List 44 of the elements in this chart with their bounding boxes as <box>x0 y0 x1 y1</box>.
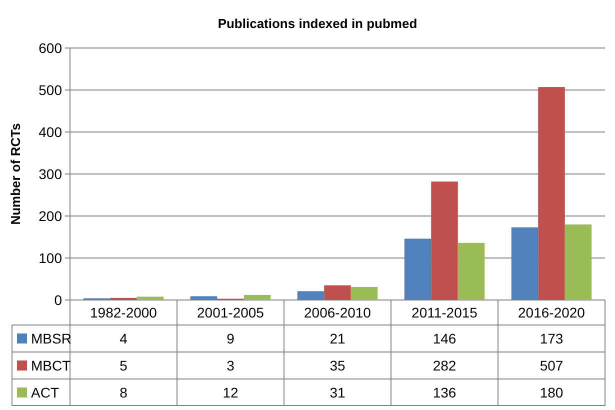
data-label: 180 <box>540 384 564 400</box>
y-tick-label: 100 <box>38 250 62 266</box>
bar <box>244 294 271 300</box>
legend-label: MBSR <box>31 330 72 346</box>
bar <box>190 296 218 300</box>
data-label: 282 <box>432 357 456 374</box>
data-label: 146 <box>432 330 456 346</box>
x-tick-label: 2011-2015 <box>412 304 478 320</box>
bar <box>297 291 324 300</box>
data-label: 8 <box>120 384 128 400</box>
bar <box>538 87 565 300</box>
bar <box>511 227 538 300</box>
data-label: 9 <box>226 330 235 346</box>
bar <box>136 296 164 300</box>
y-tick-label: 500 <box>38 82 62 98</box>
bar <box>458 242 485 300</box>
y-tick-label: 400 <box>38 124 62 140</box>
data-label: 3 <box>226 357 235 374</box>
x-tick-label: 1982-2000 <box>90 304 158 320</box>
y-axis-title: Number of RCTs <box>8 123 23 225</box>
x-tick-label: 2001-2005 <box>197 304 264 320</box>
y-tick-label: 300 <box>38 166 62 182</box>
y-tick-label: 600 <box>38 40 62 56</box>
data-label: 35 <box>330 357 346 374</box>
bar <box>431 182 458 300</box>
bar <box>564 224 592 300</box>
legend-label: MBCT <box>31 357 72 374</box>
chart-title: Publications indexed in pubmed <box>218 16 418 31</box>
y-tick-label: 0 <box>54 292 62 308</box>
bar <box>324 285 351 300</box>
data-label: 507 <box>540 357 564 374</box>
data-label: 12 <box>222 384 238 400</box>
data-label: 21 <box>330 330 346 346</box>
data-label: 5 <box>120 357 128 374</box>
y-tick-label: 200 <box>38 208 62 224</box>
data-label: 136 <box>432 384 456 400</box>
bar <box>350 286 378 300</box>
data-label: 4 <box>120 330 128 346</box>
data-label: 31 <box>330 384 346 400</box>
x-tick-label: 2006-2010 <box>304 304 372 320</box>
x-tick-label: 2016-2020 <box>518 304 586 320</box>
data-label: 173 <box>540 330 564 346</box>
legend-label: ACT <box>31 384 60 400</box>
bar <box>404 238 432 300</box>
